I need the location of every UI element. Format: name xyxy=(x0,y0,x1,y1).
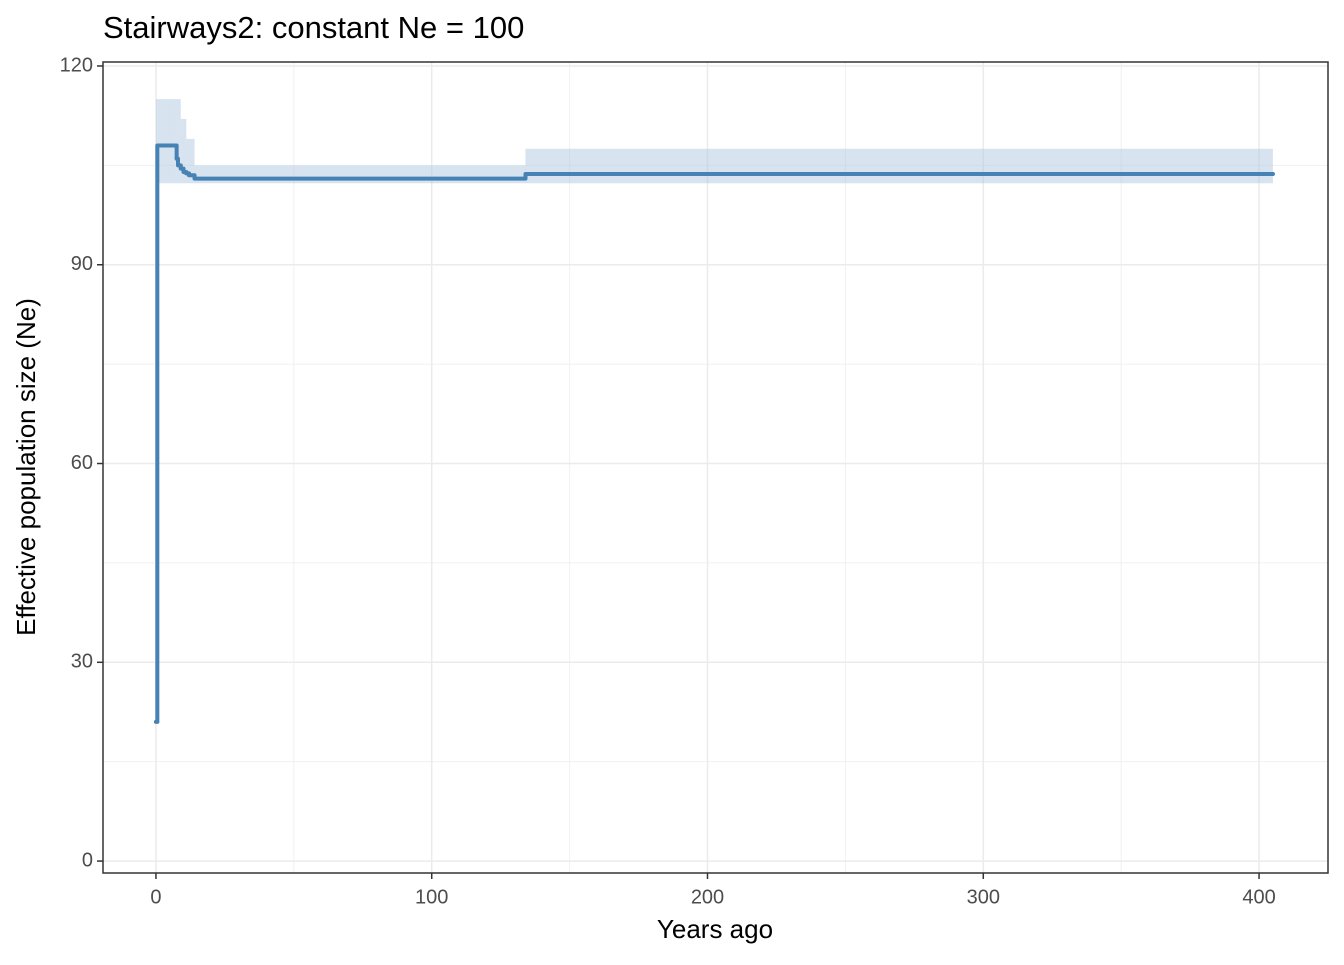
confidence-band xyxy=(177,99,178,183)
y-tick-label: 0 xyxy=(82,849,93,871)
x-tick-label: 100 xyxy=(415,886,448,908)
confidence-band xyxy=(157,99,175,183)
chart-title: Stairways2: constant Ne = 100 xyxy=(103,10,524,45)
confidence-band xyxy=(175,99,176,183)
x-tick-label: 0 xyxy=(150,886,161,908)
y-tick-label: 120 xyxy=(60,54,93,76)
y-tick-label: 90 xyxy=(71,253,93,275)
x-axis-title: Years ago xyxy=(657,914,773,944)
y-tick-label: 30 xyxy=(71,651,93,673)
x-tick-label: 300 xyxy=(967,886,1000,908)
confidence-band xyxy=(525,149,1272,183)
y-axis-title: Effective population size (Ne) xyxy=(11,298,41,636)
y-tick-label: 60 xyxy=(71,452,93,474)
x-tick-label: 200 xyxy=(691,886,724,908)
x-tick-label: 400 xyxy=(1242,886,1275,908)
